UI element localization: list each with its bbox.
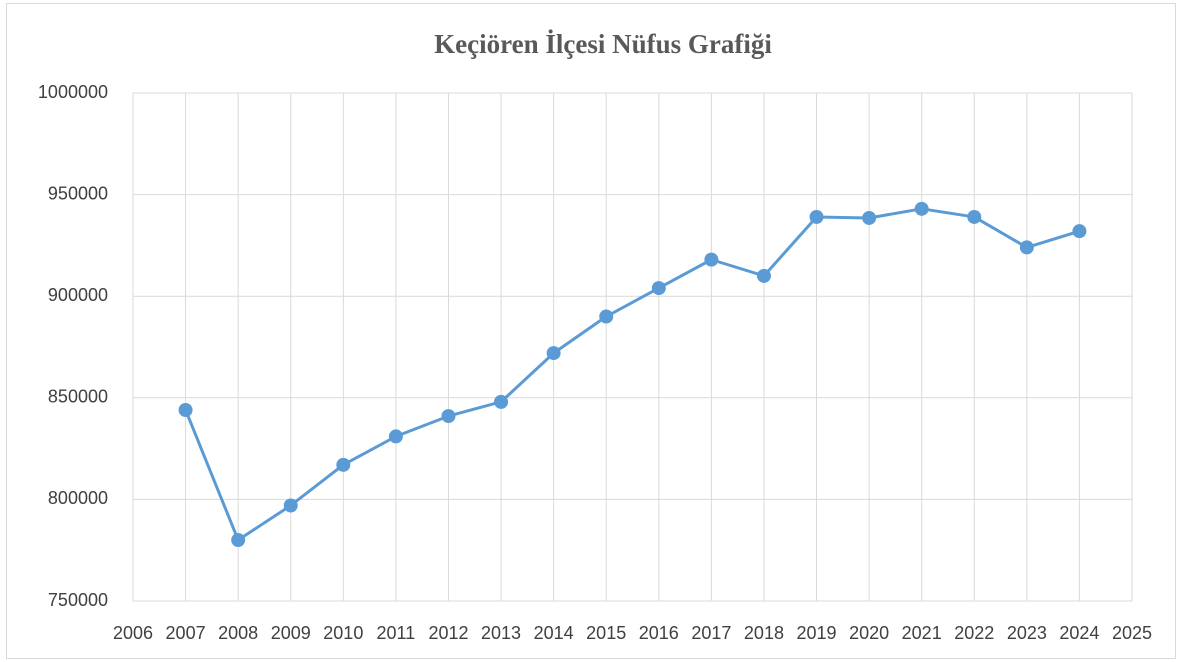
data-point xyxy=(178,402,193,417)
x-tick-label: 2025 xyxy=(1112,623,1152,643)
x-tick-label: 2023 xyxy=(1007,623,1047,643)
data-point xyxy=(1019,240,1034,255)
y-tick-label: 1000000 xyxy=(38,82,108,102)
x-tick-label: 2010 xyxy=(323,623,363,643)
data-point xyxy=(231,533,246,548)
y-tick-label: 950000 xyxy=(48,183,108,203)
data-point xyxy=(862,210,877,225)
x-tick-label: 2017 xyxy=(691,623,731,643)
y-tick-label: 900000 xyxy=(48,285,108,305)
x-tick-label: 2021 xyxy=(902,623,942,643)
x-tick-label: 2020 xyxy=(849,623,889,643)
x-tick-label: 2016 xyxy=(639,623,679,643)
data-point xyxy=(388,429,403,444)
data-point xyxy=(756,268,771,283)
x-tick-label: 2022 xyxy=(954,623,994,643)
x-tick-label: 2008 xyxy=(218,623,258,643)
chart-title: Keçiören İlçesi Nüfus Grafiği xyxy=(434,29,772,59)
y-tick-label: 750000 xyxy=(48,590,108,610)
data-point xyxy=(441,409,456,424)
data-point xyxy=(704,252,719,267)
x-tick-label: 2009 xyxy=(271,623,311,643)
data-point xyxy=(546,346,561,361)
data-point xyxy=(494,394,509,409)
data-point xyxy=(283,498,298,513)
series-line xyxy=(184,207,1080,542)
x-tick-label: 2012 xyxy=(428,623,468,643)
chart-border xyxy=(6,3,1176,659)
data-point xyxy=(599,309,614,324)
x-tick-label: 2007 xyxy=(166,623,206,643)
data-point xyxy=(914,201,929,216)
x-tick-label: 2006 xyxy=(113,623,153,643)
x-tick-label: 2018 xyxy=(744,623,784,643)
x-tick-label: 2019 xyxy=(797,623,837,643)
x-tick-label: 2013 xyxy=(481,623,521,643)
y-tick-label: 850000 xyxy=(48,387,108,407)
data-point xyxy=(1072,224,1087,239)
x-tick-label: 2024 xyxy=(1059,623,1099,643)
y-tick-label: 800000 xyxy=(48,488,108,508)
x-tick-label: 2014 xyxy=(534,623,574,643)
data-point xyxy=(651,281,666,296)
data-point xyxy=(809,209,824,224)
data-point xyxy=(336,457,351,472)
x-tick-label: 2015 xyxy=(586,623,626,643)
data-point xyxy=(967,209,982,224)
x-tick-label: 2011 xyxy=(377,623,416,643)
